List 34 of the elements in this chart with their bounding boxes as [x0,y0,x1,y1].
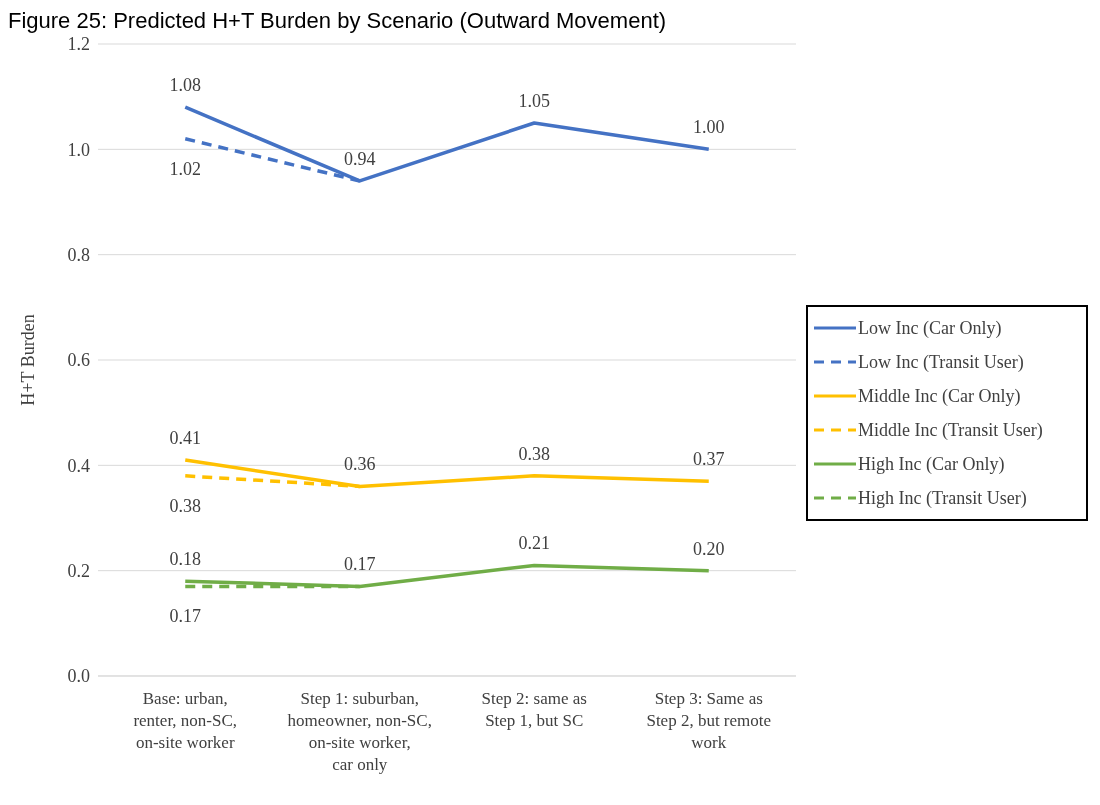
data-label: 0.21 [518,533,550,554]
data-label: 0.17 [169,606,201,627]
chart-title: Figure 25: Predicted H+T Burden by Scenario (Outward Movement) [8,8,668,34]
data-label: 0.36 [344,454,376,475]
y-tick-label: 1.2 [67,34,90,55]
data-label: 0.20 [693,538,725,559]
legend-label: Middle Inc (Transit User) [858,419,1043,441]
y-tick-label: 1.0 [67,139,90,160]
legend-label: High Inc (Transit User) [858,487,1027,509]
data-label: 1.08 [169,75,201,96]
data-label: 0.37 [693,449,725,470]
data-label: 0.17 [344,554,376,575]
x-tick-label: Base: urban, renter, non-SC, on-site worker [133,689,238,752]
x-tick-label: Step 2: same as Step 1, but SC [481,689,587,730]
data-label: 0.94 [344,148,376,169]
data-label: 1.02 [169,158,201,179]
y-tick-label: 0.8 [67,245,90,266]
legend-label: Middle Inc (Car Only) [858,385,1021,407]
x-tick-label: Step 1: suburban, homeowner, non-SC, on-site worker, car only [287,689,432,774]
legend-label: Low Inc (Transit User) [858,351,1024,373]
y-axis-title: H+T Burden [18,314,39,406]
data-label: 1.00 [693,117,725,138]
data-label: 0.38 [169,495,201,516]
data-label: 0.38 [518,443,550,464]
y-tick-label: 0.2 [67,561,90,582]
data-label: 0.41 [169,428,201,449]
data-label: 0.18 [169,549,201,570]
legend-label: High Inc (Car Only) [858,453,1005,475]
x-tick-label: Step 3: Same as Step 2, but remote work [646,689,772,752]
legend-label: Low Inc (Car Only) [858,317,1002,339]
y-tick-label: 0.4 [67,455,90,476]
data-label: 1.05 [518,91,550,111]
y-tick-label: 0.0 [67,666,90,687]
y-tick-label: 0.6 [67,350,90,371]
